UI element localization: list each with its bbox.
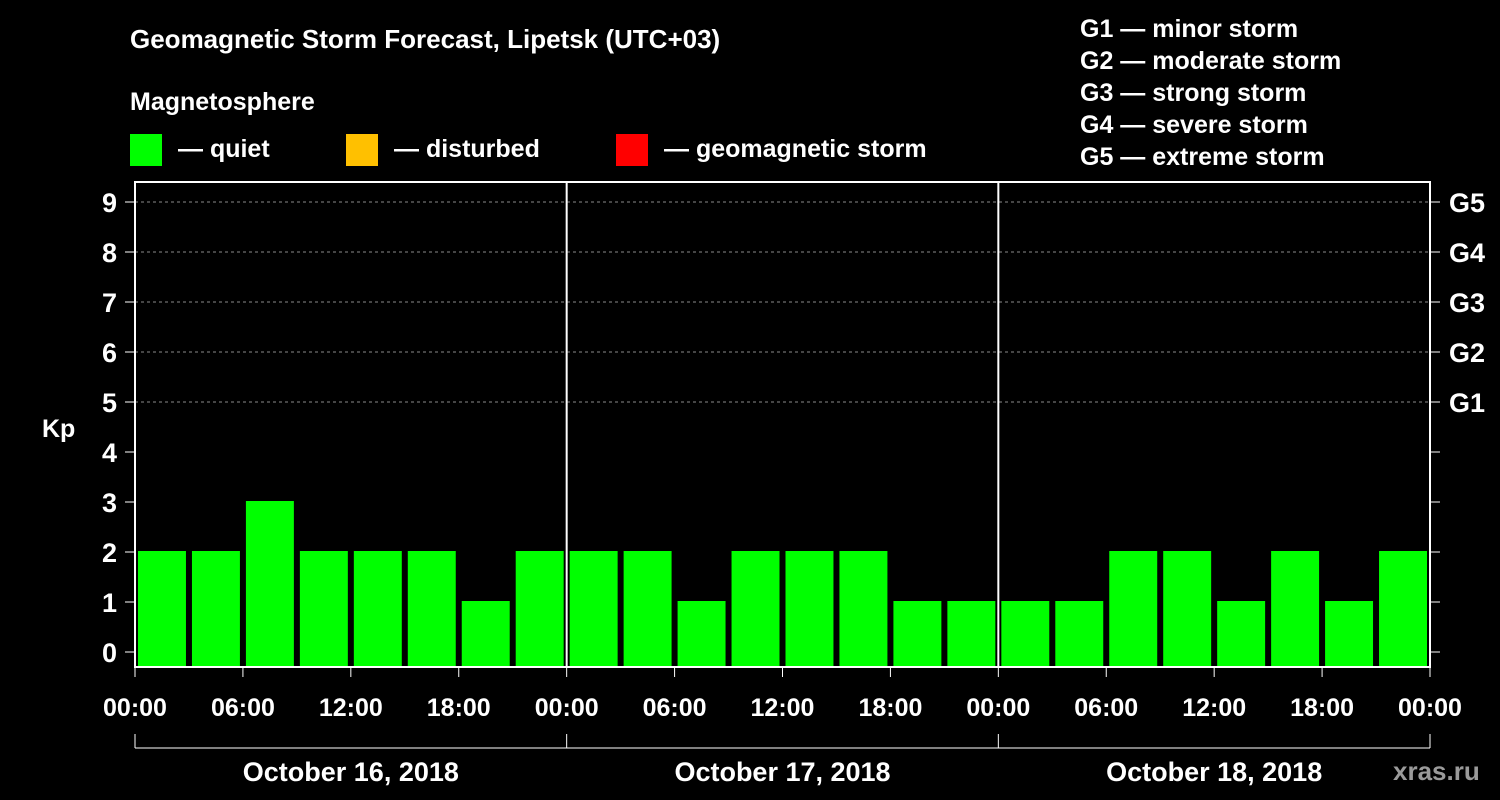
kp-bar <box>1217 601 1266 667</box>
g-level-axis: G1 G2 G3 G4 G5 <box>1449 188 1485 418</box>
x-tick-label: 06:00 <box>1074 694 1138 722</box>
kp-bar <box>785 551 834 667</box>
g-level-label: G5 <box>1449 188 1485 218</box>
day-brackets: October 16, 2018 October 17, 2018 October … <box>134 734 1431 787</box>
kp-bar <box>731 551 780 667</box>
y-tick-label: 2 <box>102 538 117 568</box>
chart-title: Geomagnetic Storm Forecast, Lipetsk (UTC… <box>130 24 720 54</box>
y-tick-label: 9 <box>102 188 117 218</box>
bar-series <box>138 501 1427 667</box>
x-tick-label: 12:00 <box>319 694 383 722</box>
kp-bar <box>299 551 348 667</box>
g-level-label: G3 <box>1449 288 1485 318</box>
kp-bar <box>1379 551 1427 667</box>
legend-label-storm: — geomagnetic storm <box>664 135 927 163</box>
x-tick-label: 00:00 <box>535 694 599 722</box>
kp-bar <box>1001 601 1050 667</box>
kp-bar <box>947 601 996 667</box>
y-axis-ticks: 0 1 2 3 4 5 6 7 8 9 <box>102 188 1440 668</box>
legend-label-disturbed: — disturbed <box>394 135 540 163</box>
x-tick-label: 18:00 <box>1290 694 1354 722</box>
y-tick-label: 4 <box>102 438 117 468</box>
x-tick-label: 06:00 <box>211 694 275 722</box>
y-tick-label: 8 <box>102 238 117 268</box>
kp-bar <box>245 501 294 667</box>
grid-lines <box>135 201 1430 403</box>
kp-bar <box>353 551 402 667</box>
x-tick-label: 18:00 <box>427 694 491 722</box>
x-tick-label: 00:00 <box>1398 694 1462 722</box>
storm-scale-g2: G2 — moderate storm <box>1080 47 1341 75</box>
kp-bar <box>1055 601 1104 667</box>
legend-swatch-quiet <box>130 134 162 166</box>
kp-bar <box>1325 601 1374 667</box>
y-axis-label: Kp <box>42 415 75 443</box>
y-tick-label: 0 <box>102 638 117 668</box>
g-level-label: G1 <box>1449 388 1485 418</box>
y-tick-label: 5 <box>102 388 117 418</box>
y-tick-label: 7 <box>102 288 117 318</box>
y-tick-label: 1 <box>102 588 117 618</box>
kp-bar <box>1163 551 1212 667</box>
y-tick-label: 3 <box>102 488 117 518</box>
watermark: xras.ru <box>1393 756 1480 786</box>
legend-swatch-storm <box>616 134 648 166</box>
kp-bar <box>569 551 618 667</box>
x-axis-ticks: 00:00 06:00 12:00 18:00 00:00 06:00 12:00 18:00… <box>103 667 1462 722</box>
kp-bar <box>1109 551 1158 667</box>
x-tick-label: 12:00 <box>1182 694 1246 722</box>
kp-bar <box>407 551 456 667</box>
g-level-label: G2 <box>1449 338 1485 368</box>
y-tick-label: 6 <box>102 338 117 368</box>
legend-swatch-disturbed <box>346 134 378 166</box>
x-tick-label: 12:00 <box>751 694 815 722</box>
day-label: October 18, 2018 <box>1106 757 1322 787</box>
x-tick-label: 18:00 <box>858 694 922 722</box>
kp-bar <box>893 601 942 667</box>
kp-bar <box>677 601 726 667</box>
kp-bar <box>515 551 564 667</box>
storm-scale-g3: G3 — strong storm <box>1080 79 1306 107</box>
legend-heading: Magnetosphere <box>130 88 315 116</box>
kp-bar <box>839 551 888 667</box>
kp-bar <box>1271 551 1320 667</box>
kp-bar <box>191 551 240 667</box>
kp-bar <box>138 551 186 667</box>
x-tick-label: 00:00 <box>103 694 167 722</box>
day-label: October 16, 2018 <box>243 757 459 787</box>
kp-bar <box>623 551 672 667</box>
x-tick-label: 06:00 <box>643 694 707 722</box>
storm-scale-g4: G4 — severe storm <box>1080 111 1308 139</box>
x-tick-label: 00:00 <box>966 694 1030 722</box>
kp-bar <box>461 601 510 667</box>
storm-scale-g5: G5 — extreme storm <box>1080 143 1325 171</box>
day-label: October 17, 2018 <box>674 757 890 787</box>
storm-scale-g1: G1 — minor storm <box>1080 15 1298 43</box>
g-level-label: G4 <box>1449 238 1485 268</box>
legend-label-quiet: — quiet <box>178 135 270 163</box>
